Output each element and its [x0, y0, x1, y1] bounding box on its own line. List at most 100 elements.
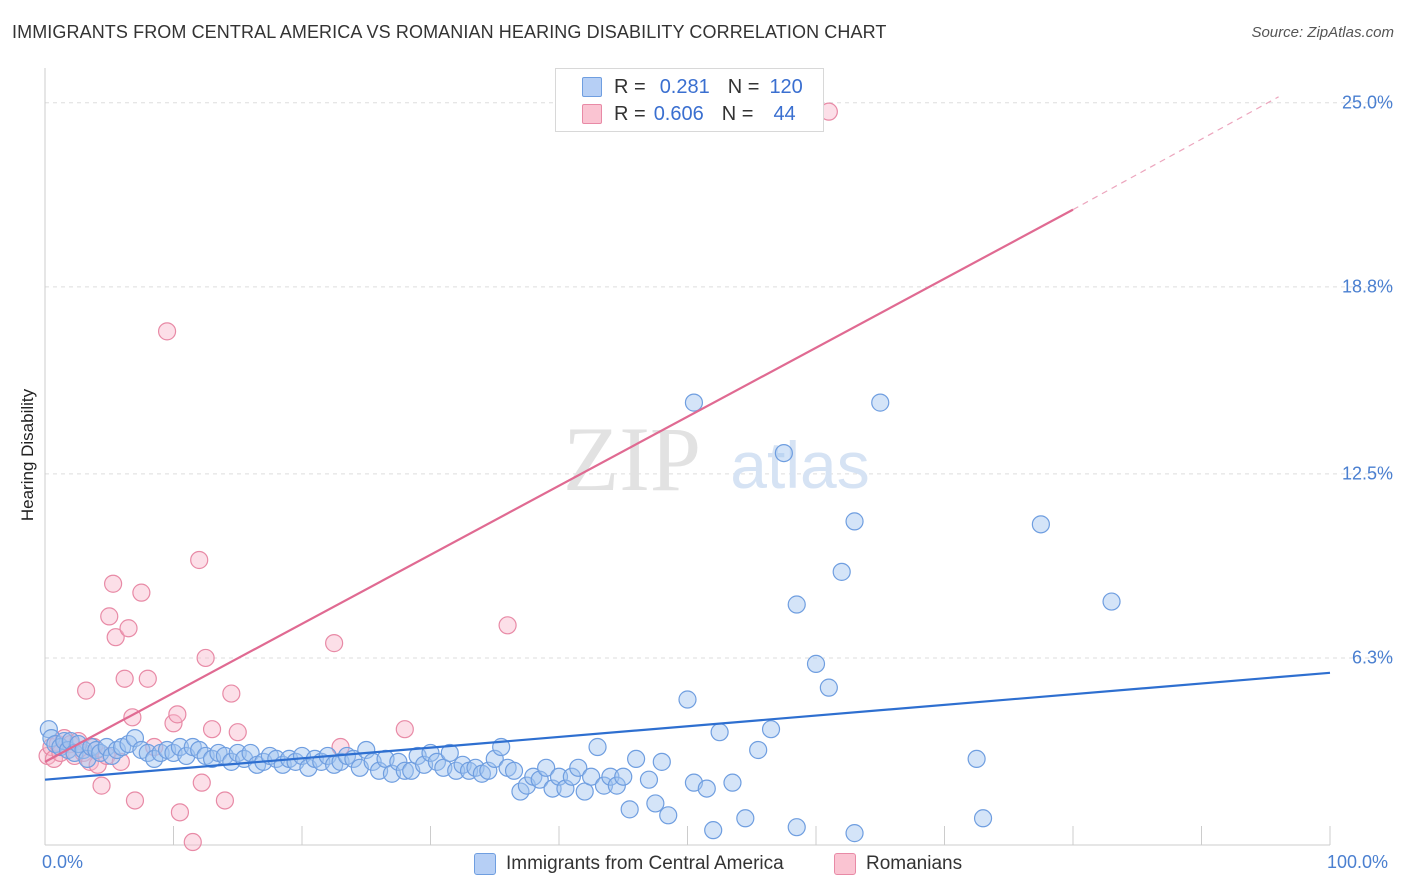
romanians-point	[77, 681, 96, 700]
legend-row-blue: R = 0.281 N = 120	[582, 75, 803, 99]
central-america-trend-line	[44, 671, 1331, 781]
legend-label-central-america: Immigrants from Central America	[506, 853, 784, 874]
romanians-point	[190, 550, 209, 570]
romanians-trend-line	[44, 208, 1074, 763]
legend-swatch-pink	[582, 104, 602, 124]
watermark-atlas: atlas	[730, 428, 869, 502]
central-america-point	[639, 770, 659, 789]
correlation-legend: R = 0.281 N = 120 R = 0.606 N = 44	[555, 68, 824, 132]
romanians-trend-extension	[1072, 96, 1279, 211]
central-america-point	[504, 761, 524, 780]
central-america-point	[646, 794, 665, 813]
x-tick-min: 0.0%	[42, 852, 84, 872]
legend-swatch-blue	[582, 77, 602, 97]
central-america-point	[395, 761, 414, 780]
romanians-point	[192, 773, 211, 792]
central-america-point	[761, 720, 781, 739]
romanians-point	[115, 669, 134, 688]
central-america-point	[652, 752, 671, 771]
romanians-point	[100, 607, 119, 626]
central-america-point	[710, 723, 729, 742]
central-america-point	[967, 749, 986, 768]
watermark: ZIP atlas	[563, 408, 870, 510]
romanians-point	[196, 648, 215, 668]
central-america-point	[170, 737, 190, 757]
romanians-point	[119, 619, 138, 638]
central-america-point	[678, 690, 697, 709]
central-america-point	[569, 758, 588, 777]
legend-n-value: 44	[773, 102, 796, 125]
central-america-point	[871, 393, 890, 412]
central-america-point	[588, 737, 607, 757]
central-america-point	[601, 767, 620, 786]
romanians-point	[132, 583, 151, 602]
y-tick-label: 6.3%	[1351, 647, 1393, 668]
legend-n-value: 120	[769, 75, 803, 98]
central-america-point	[97, 737, 116, 757]
central-america-point	[607, 776, 626, 795]
legend-swatch-blue	[474, 853, 496, 875]
legend-r-label: R =	[614, 75, 646, 98]
source-credit: Source: ZipAtlas.com	[1251, 24, 1394, 41]
legend-r-value: 0.606	[653, 102, 704, 125]
central-america-point	[787, 818, 806, 837]
romanians-point	[170, 803, 190, 822]
central-america-point	[389, 752, 408, 771]
grid-layer	[44, 68, 1392, 846]
central-america-point	[1031, 515, 1050, 534]
central-america-point	[806, 654, 826, 673]
romanians-point	[111, 752, 130, 771]
central-america-point	[697, 779, 716, 798]
central-america-point	[845, 512, 864, 531]
romanians-point	[125, 791, 145, 810]
romanians-point	[325, 634, 344, 653]
x-tick-max: 100.0%	[1327, 852, 1389, 872]
central-america-point	[845, 824, 864, 843]
romanians-point	[138, 669, 157, 688]
central-america-points	[39, 393, 1121, 843]
romanians-point	[222, 684, 241, 703]
central-america-point	[1102, 592, 1121, 611]
central-america-point	[55, 731, 74, 751]
legend-r-value: 0.281	[659, 75, 710, 98]
watermark-zip: ZIP	[563, 408, 701, 510]
central-america-point	[107, 740, 127, 760]
legend-item-romanians: Romanians	[834, 851, 962, 877]
central-america-point	[832, 562, 851, 581]
legend-n-label: N =	[727, 75, 760, 98]
romanians-point	[183, 832, 202, 852]
central-america-point	[774, 443, 793, 463]
romanians-point	[168, 705, 187, 724]
central-america-point	[819, 678, 838, 697]
central-america-point	[787, 595, 806, 614]
central-america-point	[749, 740, 768, 760]
romanians-point	[202, 720, 222, 739]
central-america-point	[684, 393, 704, 412]
central-america-point	[736, 809, 755, 828]
central-america-point	[562, 767, 581, 786]
central-america-point	[440, 743, 459, 763]
romanians-point	[395, 720, 414, 739]
central-america-point	[614, 767, 633, 786]
central-america-point	[620, 800, 639, 819]
y-tick-label: 18.8%	[1341, 276, 1393, 297]
romanians-point	[106, 628, 125, 647]
chart-title: IMMIGRANTS FROM CENTRAL AMERICA VS ROMAN…	[12, 22, 887, 42]
romanians-point	[104, 574, 123, 593]
romanians-point	[92, 776, 111, 795]
legend-row-pink: R = 0.606 N = 44	[582, 102, 796, 126]
legend-item-central-america: Immigrants from Central America	[474, 851, 784, 877]
legend-swatch-pink	[834, 853, 856, 875]
romanians-point	[164, 714, 183, 733]
central-america-point	[594, 776, 614, 795]
y-tick-label: 12.5%	[1341, 463, 1393, 484]
legend-label-romanians: Romanians	[866, 853, 963, 874]
central-america-point	[82, 737, 101, 757]
central-america-point	[723, 773, 742, 792]
central-america-point	[704, 821, 723, 840]
legend-n-label: N =	[721, 102, 754, 125]
central-america-point	[659, 806, 678, 825]
romanians-point	[228, 723, 247, 742]
central-america-point	[582, 767, 601, 786]
